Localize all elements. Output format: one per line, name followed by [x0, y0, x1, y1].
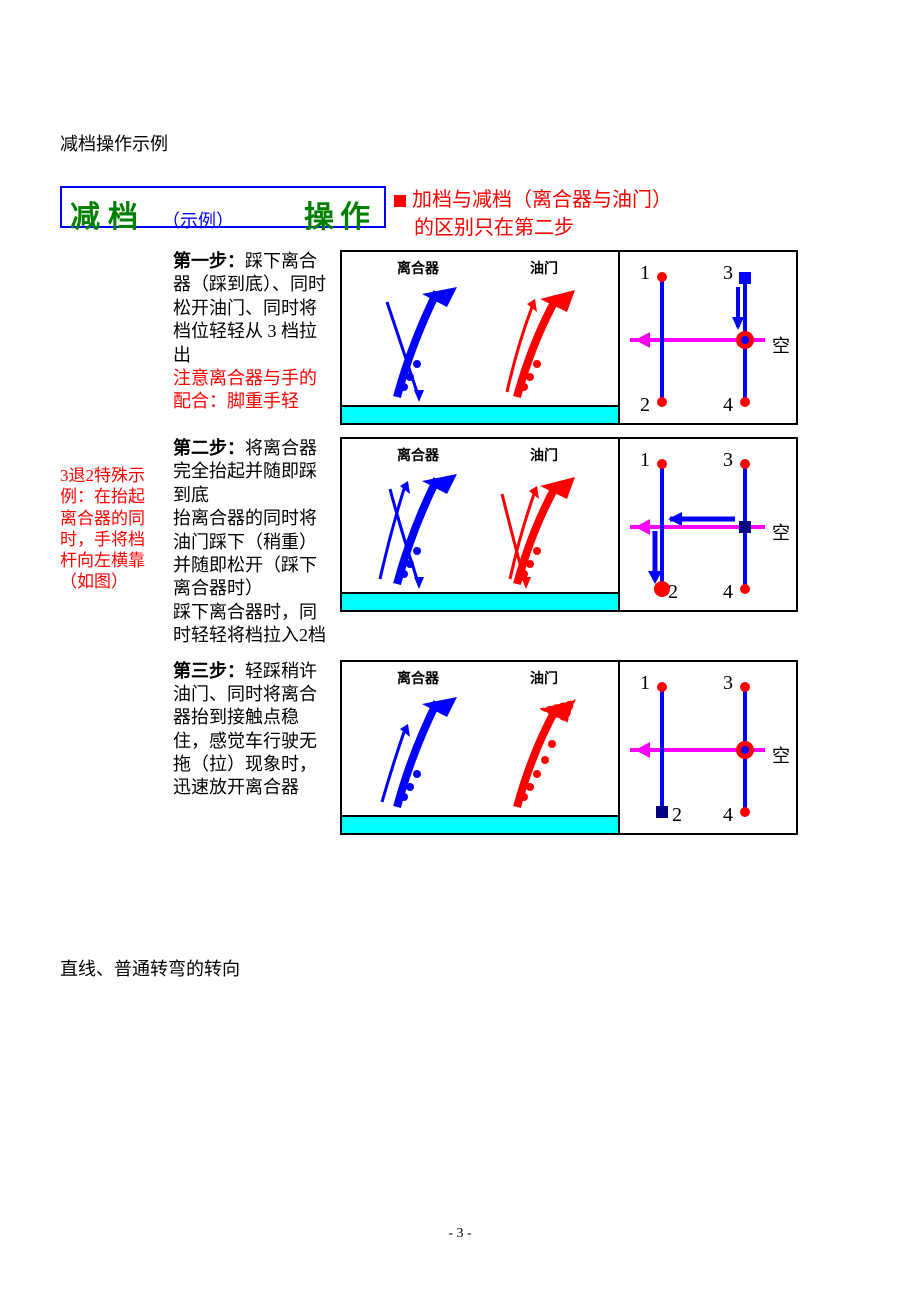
step-3-text: 第三步：轻踩稍许油门、同时将离合器抬到接触点稳住，感觉车行驶无拖（拉）现象时，迅…	[155, 660, 340, 835]
step-1-row: 第一步：踩下离合器（踩到底）、同时松开油门、同时将档位轻轻从 3 档拉出 注意离…	[60, 250, 860, 425]
step-1-text: 第一步：踩下离合器（踩到底）、同时松开油门、同时将档位轻轻从 3 档拉出 注意离…	[155, 250, 340, 425]
gear-1: 1	[640, 262, 650, 285]
step-2-pedal-diagram: 离合器 油门	[340, 437, 620, 612]
step-2-label: 第二步：	[173, 438, 245, 458]
floor-bar	[342, 405, 618, 423]
footer-section-title: 直线、普通转弯的转向	[60, 955, 860, 981]
gear-1-b: 1	[640, 449, 650, 472]
header-note-line2: 的区别只在第二步	[414, 217, 574, 239]
title-sub: （示例）	[162, 207, 234, 233]
floor-bar-3	[342, 815, 618, 833]
floor-bar-2	[342, 592, 618, 610]
title-box: 减档 （示例） 操作	[60, 186, 386, 228]
title-right: 操作	[304, 192, 376, 236]
step-3-label: 第三步：	[173, 661, 245, 681]
step-2-sidenote: 3退2特殊示例：在抬起离合器的同时，手将档杆向左横靠（如图）	[60, 437, 155, 648]
step-3-row: 第三步：轻踩稍许油门、同时将离合器抬到接触点稳住，感觉车行驶无拖（拉）现象时，迅…	[60, 660, 860, 835]
gear-4-b: 4	[723, 581, 733, 604]
neutral-label-c: 空	[772, 742, 790, 768]
section-title: 减档操作示例	[60, 130, 860, 156]
page-number: - 3 -	[0, 1226, 920, 1242]
step-2-gear-diagram: 1 3 2 4 空	[618, 437, 798, 612]
step-1-gear-diagram: 1 3 2 4 空	[618, 250, 798, 425]
gear-4-c: 4	[723, 804, 733, 827]
gear-3: 3	[723, 262, 733, 285]
step-3-desc: 轻踩稍许油门、同时将离合器抬到接触点稳住，感觉车行驶无拖（拉）现象时，迅速放开离…	[173, 661, 317, 798]
pedals-svg	[342, 252, 622, 427]
step-2-text: 第二步：将离合器完全抬起并随即踩到底 抬离合器的同时将油门踩下（稍重）并随即松开…	[155, 437, 340, 648]
title-main: 减档	[70, 192, 146, 236]
gear-3-b: 3	[723, 449, 733, 472]
gear-2: 2	[640, 394, 650, 417]
gear-2-b: 2	[668, 581, 678, 604]
step-1-sidenote	[60, 250, 155, 425]
step-3-gear-diagram: 1 3 2 4 空	[618, 660, 798, 835]
pedals-svg-3	[342, 662, 622, 837]
header-note-line1: 加档与减档（离合器与油门）	[412, 189, 672, 211]
step-1-warn: 注意离合器与手的配合：脚重手轻	[173, 368, 317, 411]
gear-1-c: 1	[640, 672, 650, 695]
neutral-label-b: 空	[772, 519, 790, 545]
step-3-pedal-diagram: 离合器 油门	[340, 660, 620, 835]
gear-3-c: 3	[723, 672, 733, 695]
step-3-sidenote	[60, 660, 155, 835]
neutral-label: 空	[772, 332, 790, 358]
step-2-row: 3退2特殊示例：在抬起离合器的同时，手将档杆向左横靠（如图） 第二步：将离合器完…	[60, 437, 860, 648]
pedals-svg-2	[342, 439, 622, 614]
step-2-desc: 将离合器完全抬起并随即踩到底 抬离合器的同时将油门踩下（稍重）并随即松开（踩下离…	[173, 438, 326, 645]
bullet-square-icon	[394, 195, 406, 207]
step-1-pedal-diagram: 离合器 油门	[340, 250, 620, 425]
header-note: 加档与减档（离合器与油门） 的区别只在第二步	[394, 186, 672, 242]
gear-4: 4	[723, 394, 733, 417]
step-1-label: 第一步：	[173, 251, 245, 271]
gear-2-c: 2	[672, 804, 682, 827]
header-row: 减档 （示例） 操作 加档与减档（离合器与油门） 的区别只在第二步	[60, 186, 860, 242]
